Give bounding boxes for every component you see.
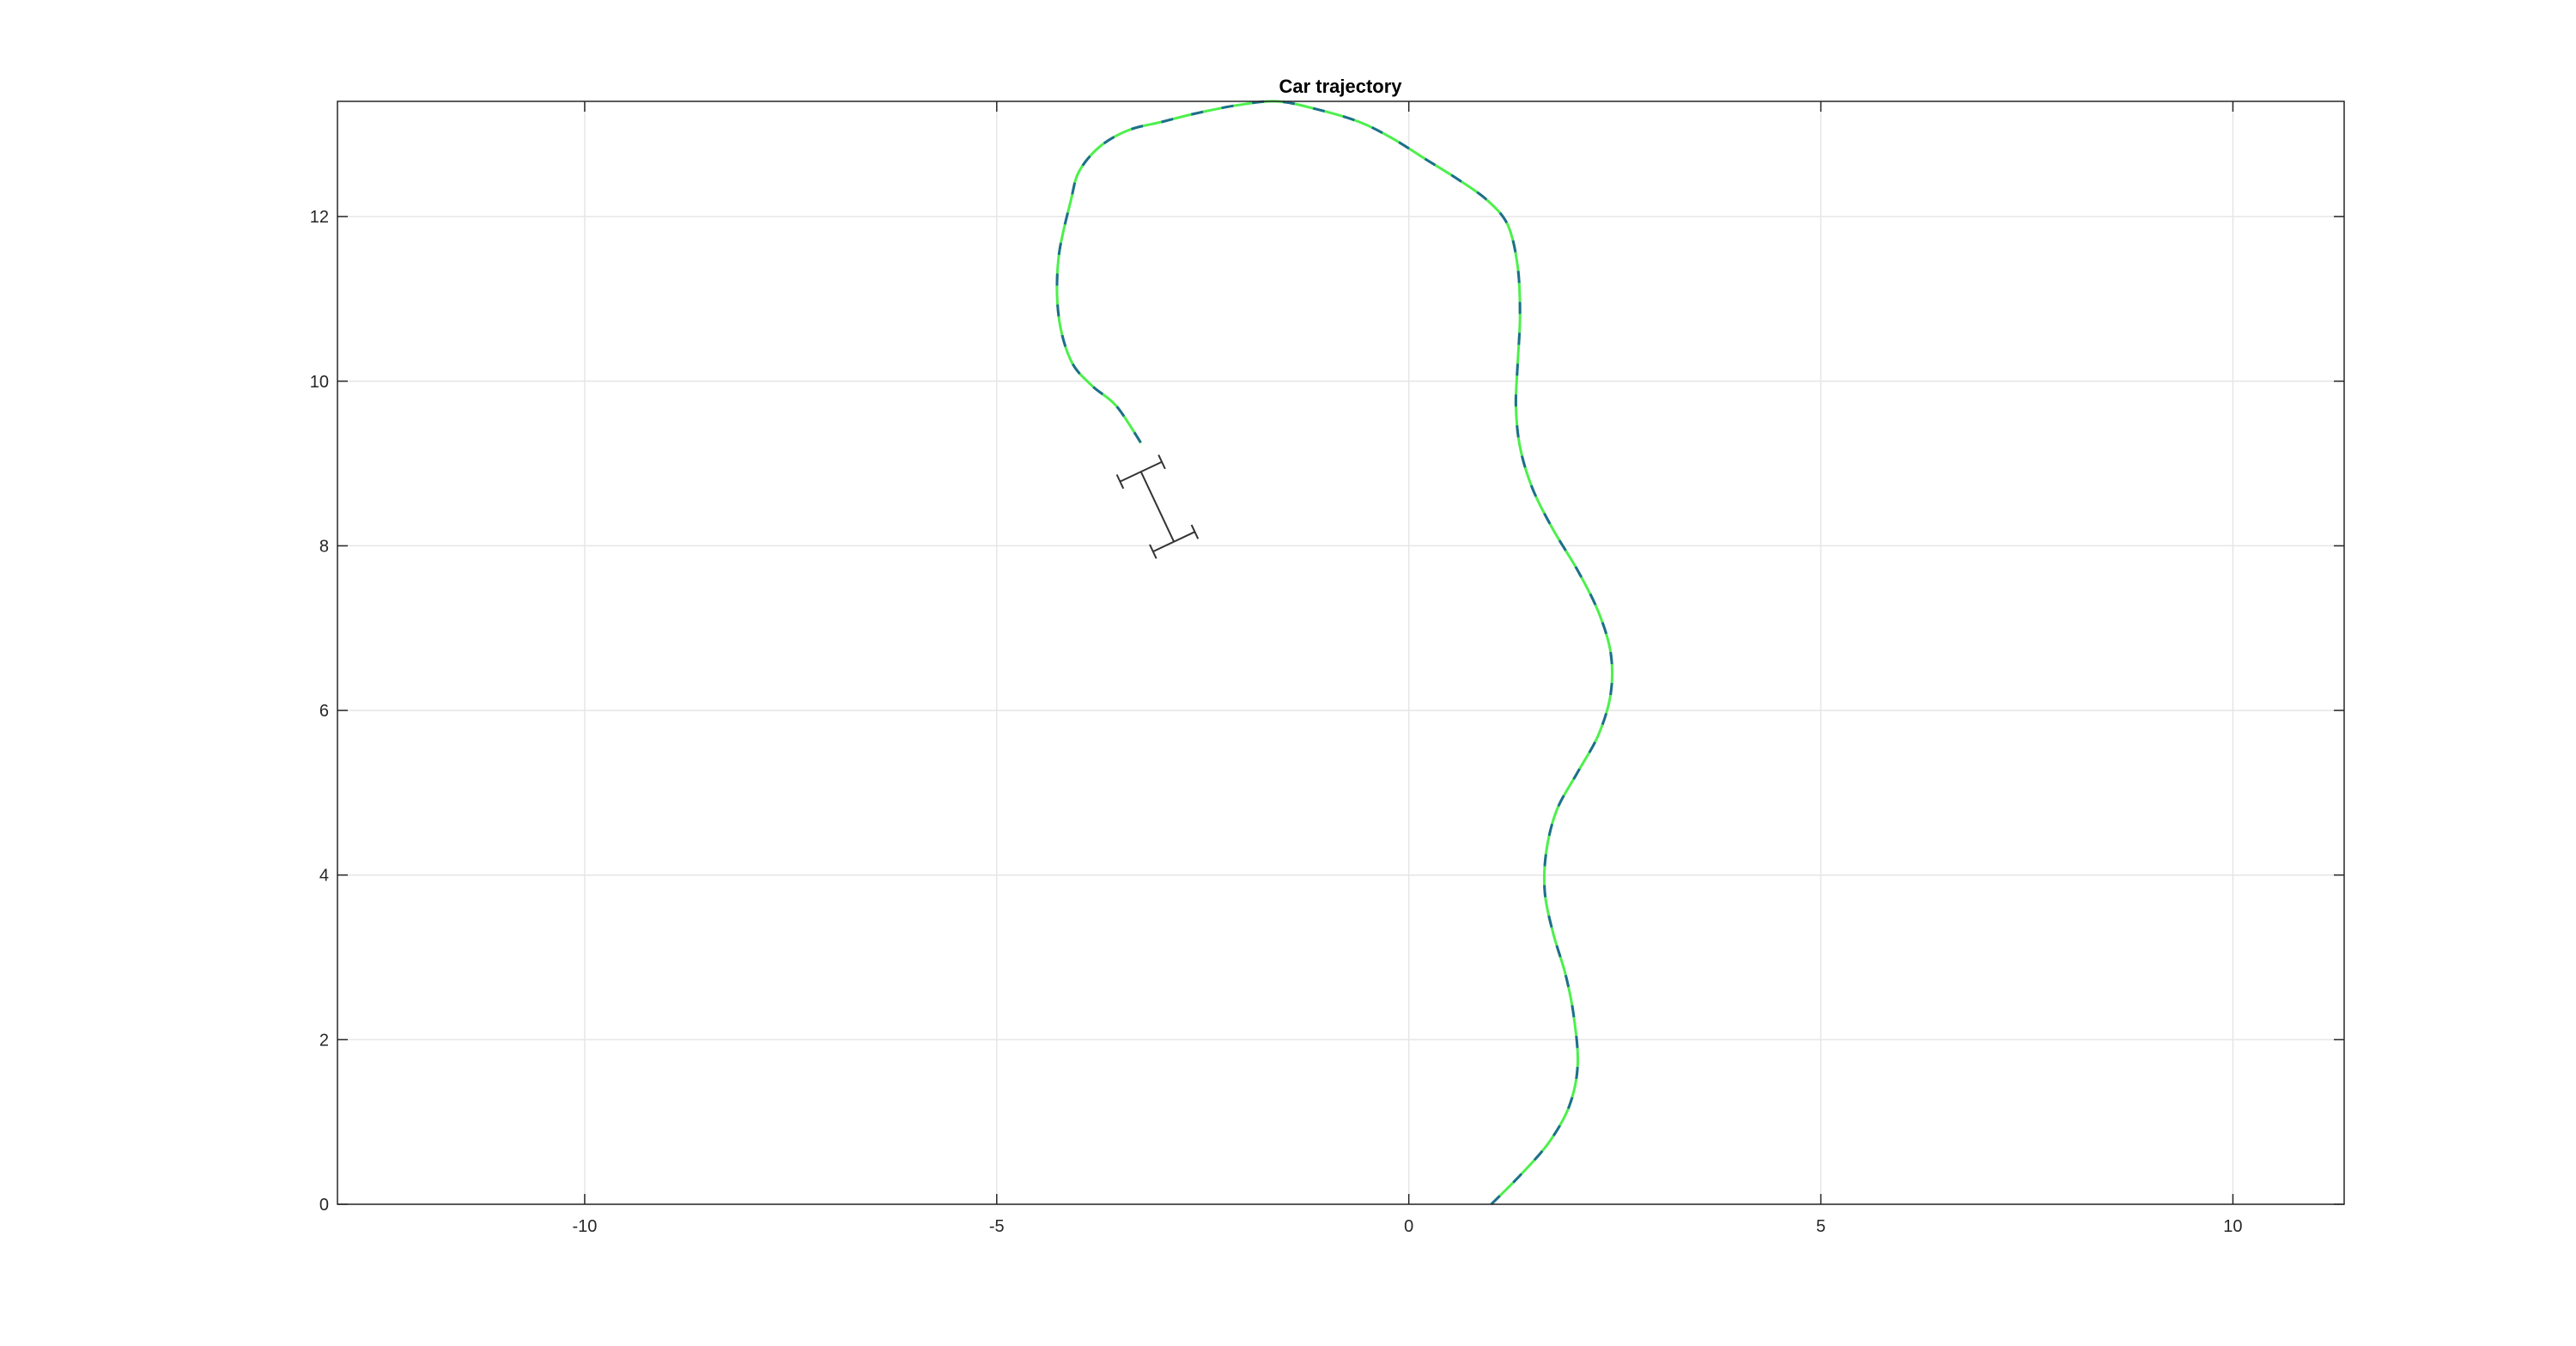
y-tick-labels: 0 2 4 6 8 10 12 [310,208,329,1215]
y-tick-label: 2 [319,1031,329,1050]
plot-box [337,100,2345,1205]
chart-title: Car trajectory [1279,76,1402,97]
car-front-axle [1120,460,1163,483]
trajectory-line [1055,100,1614,1206]
y-tick-label: 12 [310,208,329,227]
x-tick-labels: -10 -5 0 5 10 [572,1217,2242,1236]
plot-area [337,101,2344,1204]
car-wheel [1157,454,1166,470]
y-tick-label: 6 [319,702,329,721]
axis-ticks [337,101,2344,1205]
car-rear-axle [1152,531,1195,553]
trajectory-path-shading [1055,100,1614,1206]
x-tick-label: 10 [2223,1217,2242,1236]
car-wheel [1190,524,1200,539]
car-glyph [1115,454,1200,559]
x-tick-label: -10 [572,1217,597,1236]
grid-lines [337,101,2344,1205]
y-tick-label: 0 [319,1196,329,1215]
car-wheel [1149,544,1157,559]
y-tick-label: 8 [319,537,329,556]
y-tick-label: 4 [319,867,329,886]
x-tick-label: -5 [989,1217,1005,1236]
x-tick-label: 0 [1404,1217,1413,1236]
car-wheel [1115,474,1125,490]
y-tick-label: 10 [310,373,329,392]
x-tick-label: 5 [1816,1217,1826,1236]
car-chassis [1139,471,1176,543]
